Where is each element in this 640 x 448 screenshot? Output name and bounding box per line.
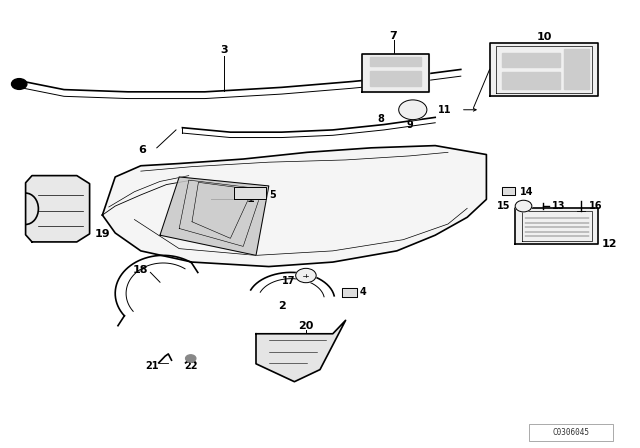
Polygon shape [490,43,598,96]
Circle shape [186,355,196,362]
Text: 4: 4 [360,287,367,297]
Polygon shape [234,187,266,199]
Text: 19: 19 [95,229,110,239]
Polygon shape [502,72,560,89]
Polygon shape [564,49,589,89]
Text: 17: 17 [282,276,296,286]
Polygon shape [342,288,357,297]
Text: 21: 21 [145,362,159,371]
Polygon shape [370,57,421,66]
Text: 18: 18 [133,265,148,275]
Polygon shape [102,146,486,267]
Circle shape [296,268,316,283]
Text: 14: 14 [520,187,533,197]
Polygon shape [502,53,560,67]
Text: 22: 22 [184,362,198,371]
Text: 10: 10 [536,32,552,42]
Text: 5: 5 [269,190,276,200]
Circle shape [12,79,27,90]
Text: 7: 7 [390,31,397,41]
Circle shape [399,100,427,120]
Text: 1: 1 [246,194,254,204]
Text: 2: 2 [278,301,285,310]
Polygon shape [26,176,90,242]
Polygon shape [160,177,269,255]
Text: C0306045: C0306045 [552,428,589,437]
FancyBboxPatch shape [529,424,613,441]
Text: 6: 6 [138,145,146,155]
Polygon shape [370,71,421,86]
Text: 11: 11 [438,105,451,115]
Text: 15: 15 [497,201,511,211]
Text: 3: 3 [220,45,228,55]
Polygon shape [502,187,515,195]
Polygon shape [256,320,346,382]
Polygon shape [515,208,598,244]
Polygon shape [362,54,429,92]
Circle shape [515,200,532,212]
Text: 20: 20 [298,321,314,331]
Text: 13: 13 [552,201,566,211]
Text: 16: 16 [589,201,602,211]
Text: 8: 8 [377,114,384,124]
Text: 12: 12 [602,239,617,249]
Text: 9: 9 [406,120,413,129]
